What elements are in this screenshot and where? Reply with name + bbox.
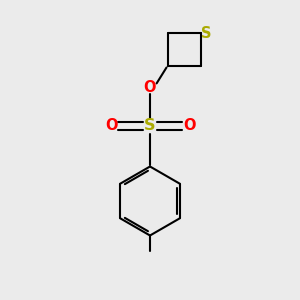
Text: O: O — [105, 118, 117, 134]
Text: S: S — [201, 26, 212, 40]
Text: O: O — [183, 118, 195, 134]
Text: O: O — [144, 80, 156, 94]
Text: S: S — [144, 118, 156, 134]
